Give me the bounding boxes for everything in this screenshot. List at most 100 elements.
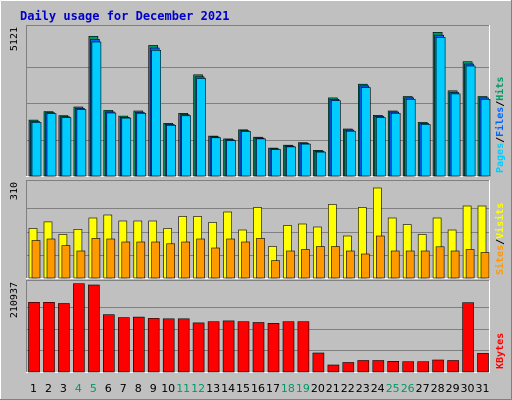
bar-sites-day-25 [390,250,400,279]
bar-pages-day-15 [241,131,251,177]
bar-kbytes-day-18 [282,321,295,373]
x-tick-label-day-11: 11 [176,382,190,395]
y-axis-max-label: 310 [9,182,20,200]
bar-kbytes-day-3 [58,303,70,373]
bar-sites-day-13 [211,247,220,279]
legend-separator: / [495,239,506,245]
x-tick-label-day-14: 14 [221,382,235,395]
bar-kbytes-day-16 [252,322,265,373]
x-tick-label-day-4: 4 [75,382,82,395]
x-tick-label-day-24: 24 [371,382,385,395]
bar-sites-day-31 [480,252,490,279]
x-tick-label-day-22: 22 [341,382,355,395]
legend-entry-sites: Sites [494,245,506,275]
bar-sites-day-5 [91,238,101,279]
bar-pages-day-28 [435,37,446,177]
x-tick-label-day-19: 19 [296,382,310,395]
bar-kbytes-day-30 [462,302,474,373]
x-tick-label-day-20: 20 [311,382,325,395]
bar-kbytes-day-27 [417,361,430,373]
x-tick-label-day-30: 30 [461,382,475,395]
bar-kbytes-day-31 [477,353,489,373]
x-tick-label-day-15: 15 [236,382,250,395]
bar-pages-day-27 [420,124,431,177]
bar-kbytes-day-25 [387,360,400,373]
x-tick-label-day-10: 10 [161,382,175,395]
chart-panels: 5121Pages/Files/Hits310Sites/Visits21093… [9,25,506,373]
bar-sites-day-8 [136,241,146,279]
x-tick-label-day-26: 26 [401,382,415,395]
bar-sites-day-30 [465,249,475,279]
bar-sites-day-23 [360,253,370,279]
series-legend: Sites/Visits [494,203,506,275]
bar-pages-day-9 [151,49,161,177]
bar-pages-day-1 [31,122,42,177]
bar-kbytes-day-10 [162,318,175,373]
bar-pages-day-21 [331,100,341,177]
y-axis-max-label: 210937 [9,282,20,318]
bar-sites-day-28 [435,246,445,279]
bar-pages-day-30 [465,65,476,177]
x-tick-label-day-1: 1 [30,382,37,395]
bar-kbytes-day-6 [103,314,115,373]
x-axis-day-labels: 1 2 3 4 5 6 7 8 9 10 11 12 13 14 15 16 17 18 19 20 21 22 23 24 2… [30,382,490,395]
bar-sites-day-10 [166,243,175,279]
x-tick-label-day-13: 13 [206,382,220,395]
x-tick-label-day-6: 6 [105,382,112,395]
x-tick-label-day-18: 18 [281,382,295,395]
bar-kbytes-day-19 [297,321,310,373]
kbytes-panel: 210937 KBytes [9,280,506,373]
bar-pages-day-26 [405,99,416,177]
bar-kbytes-day-21 [327,364,340,373]
bar-pages-day-14 [226,140,236,177]
bar-pages-day-2 [46,113,57,177]
x-tick-label-day-3: 3 [60,382,67,395]
bar-sites-day-19 [301,249,310,279]
bar-kbytes-day-11 [177,318,190,373]
bar-kbytes-day-23 [357,360,370,373]
bar-kbytes-day-22 [342,362,355,373]
x-tick-label-day-5: 5 [90,382,97,395]
bar-kbytes-day-9 [147,318,160,373]
bar-pages-day-20 [316,151,326,177]
legend-separator: / [495,101,506,107]
bar-kbytes-day-26 [402,361,415,373]
bar-sites-day-4 [76,250,86,279]
x-tick-label-day-21: 21 [326,382,340,395]
bar-pages-day-19 [301,143,311,177]
bar-pages-day-4 [76,109,87,177]
x-tick-label-day-31: 31 [476,382,490,395]
legend-entry-kbytes: KBytes [495,333,506,369]
bar-kbytes-day-28 [432,359,444,373]
bar-sites-day-20 [316,246,325,279]
bar-kbytes-day-1 [28,301,40,373]
bar-pages-day-3 [61,117,72,177]
x-tick-label-day-8: 8 [135,382,142,395]
x-tick-label-day-29: 29 [446,382,460,395]
x-tick-label-day-25: 25 [386,382,400,395]
series-legend: KBytes [495,333,506,369]
bar-sites-day-17 [271,260,280,279]
bar-sites-day-12 [196,238,205,279]
x-tick-label-day-27: 27 [416,382,430,395]
x-tick-label-day-7: 7 [120,382,127,395]
bar-sites-day-1 [31,240,41,279]
series-legend: Pages/Files/Hits [494,77,506,173]
bar-pages-day-31 [480,99,491,177]
bar-pages-day-8 [136,113,147,177]
bar-pages-day-13 [211,137,221,177]
bar-kbytes-day-2 [43,301,55,373]
legend-entry-hits: Hits [494,77,506,101]
bar-kbytes-day-17 [267,322,280,373]
bar-sites-day-11 [181,241,190,279]
bar-pages-day-7 [121,117,132,177]
bar-pages-day-17 [271,149,281,177]
bar-pages-day-11 [181,115,191,177]
x-tick-label-day-2: 2 [45,382,52,395]
bar-sites-day-27 [420,250,430,279]
bar-pages-day-18 [286,146,296,177]
bar-pages-day-29 [450,93,461,177]
bar-kbytes-day-8 [133,316,145,373]
bar-sites-day-16 [256,238,265,279]
bar-kbytes-day-15 [237,321,250,373]
